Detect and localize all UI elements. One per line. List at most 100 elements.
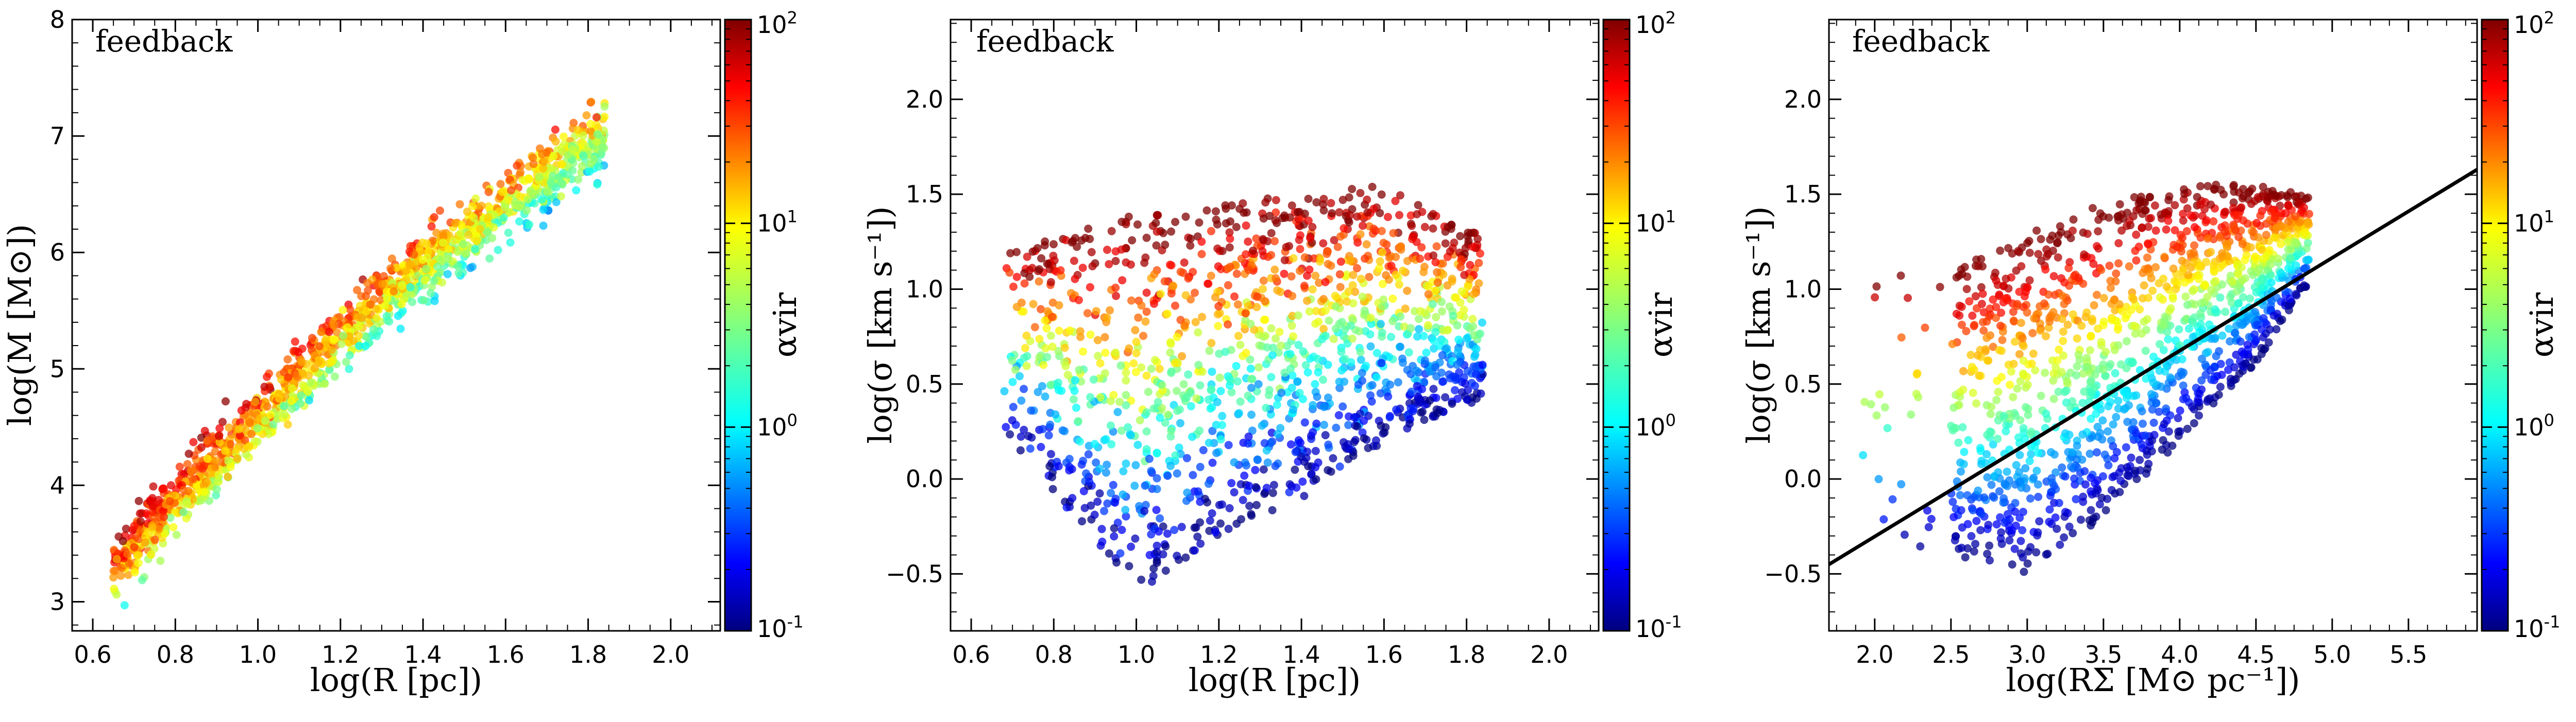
data-point [2219,190,2228,199]
data-point [2228,277,2237,286]
data-point [1410,307,1419,316]
data-point [1969,506,1977,514]
data-point [1242,250,1250,259]
data-point [1117,217,1126,226]
colorbar-tick-label: 101 [1635,207,1676,237]
data-point [1232,269,1241,278]
data-point [1965,297,1974,306]
data-point [1048,485,1057,493]
data-point [1291,466,1299,474]
data-point [461,249,469,257]
data-point [1115,398,1124,406]
data-point [2053,238,2062,247]
data-point [1183,488,1192,497]
x-tick-label: 1.8 [569,641,607,668]
data-point [1244,391,1252,400]
data-point [1270,265,1279,274]
data-point [1163,310,1172,318]
data-point [1952,532,1960,541]
data-point [2058,291,2066,300]
data-point [2097,493,2106,502]
data-point [2122,443,2130,452]
data-point [1269,343,1278,352]
data-point [1035,277,1043,286]
data-point [1248,246,1257,255]
data-point [331,372,339,381]
data-point [1967,532,1976,541]
data-point [1395,211,1403,219]
data-point [328,346,336,354]
data-point [420,276,429,285]
data-point [1394,378,1402,387]
data-point [1096,541,1105,550]
data-point [1134,313,1143,322]
data-point [1061,362,1070,370]
data-point [1469,290,1478,298]
data-point [1132,349,1141,357]
data-point [1468,315,1477,323]
data-point [1196,497,1205,506]
data-point [1233,377,1242,386]
data-point [2190,223,2199,232]
data-point [1300,418,1309,427]
data-point [247,429,256,438]
data-point [1011,366,1020,374]
data-point [1156,514,1164,523]
data-point [463,208,471,216]
data-point [2032,548,2041,557]
data-point [1101,349,1110,357]
data-point [1171,301,1179,310]
data-point [2227,298,2236,307]
data-point [1273,429,1282,438]
data-point [1962,285,1971,294]
data-point [1048,342,1057,351]
data-point [1977,509,1986,518]
data-point [2166,304,2175,313]
data-point [1158,404,1166,412]
data-point [200,426,209,435]
data-point [1448,274,1456,283]
data-point [253,424,262,433]
data-point [1182,393,1191,402]
data-point [1212,449,1221,457]
data-point [2291,212,2300,221]
data-point [2179,381,2188,390]
data-point [1321,431,1330,439]
data-point [1286,440,1295,449]
data-point [1204,279,1212,288]
data-point [1995,290,2004,299]
data-point [354,322,363,331]
data-point [1163,471,1172,480]
data-point [1208,458,1217,467]
data-point [1103,460,1111,469]
data-point [1313,392,1321,401]
data-point [1378,302,1387,311]
data-point [1382,271,1391,280]
data-point [2034,492,2043,501]
data-point [208,471,216,479]
data-point [1161,418,1170,427]
data-point [515,202,523,211]
data-point [1318,335,1326,343]
data-point [2083,363,2092,371]
data-point [1464,236,1473,245]
data-point [2147,390,2156,399]
data-point [1350,413,1359,422]
data-point [1422,348,1431,357]
data-point [1076,437,1084,446]
data-point [2141,265,2149,273]
data-point [148,508,157,517]
data-point [2241,256,2249,265]
data-point [2032,226,2041,235]
data-point [398,281,406,290]
data-point [2246,314,2255,323]
data-point [1119,467,1128,476]
data-point [1361,254,1369,263]
data-point [1979,326,1988,335]
data-point [1083,309,1092,318]
data-point [1968,312,1977,320]
data-point [2144,294,2153,302]
colorbar-tick-label: 102 [1635,8,1676,39]
data-point [1950,403,1958,412]
data-point [2138,407,2146,416]
